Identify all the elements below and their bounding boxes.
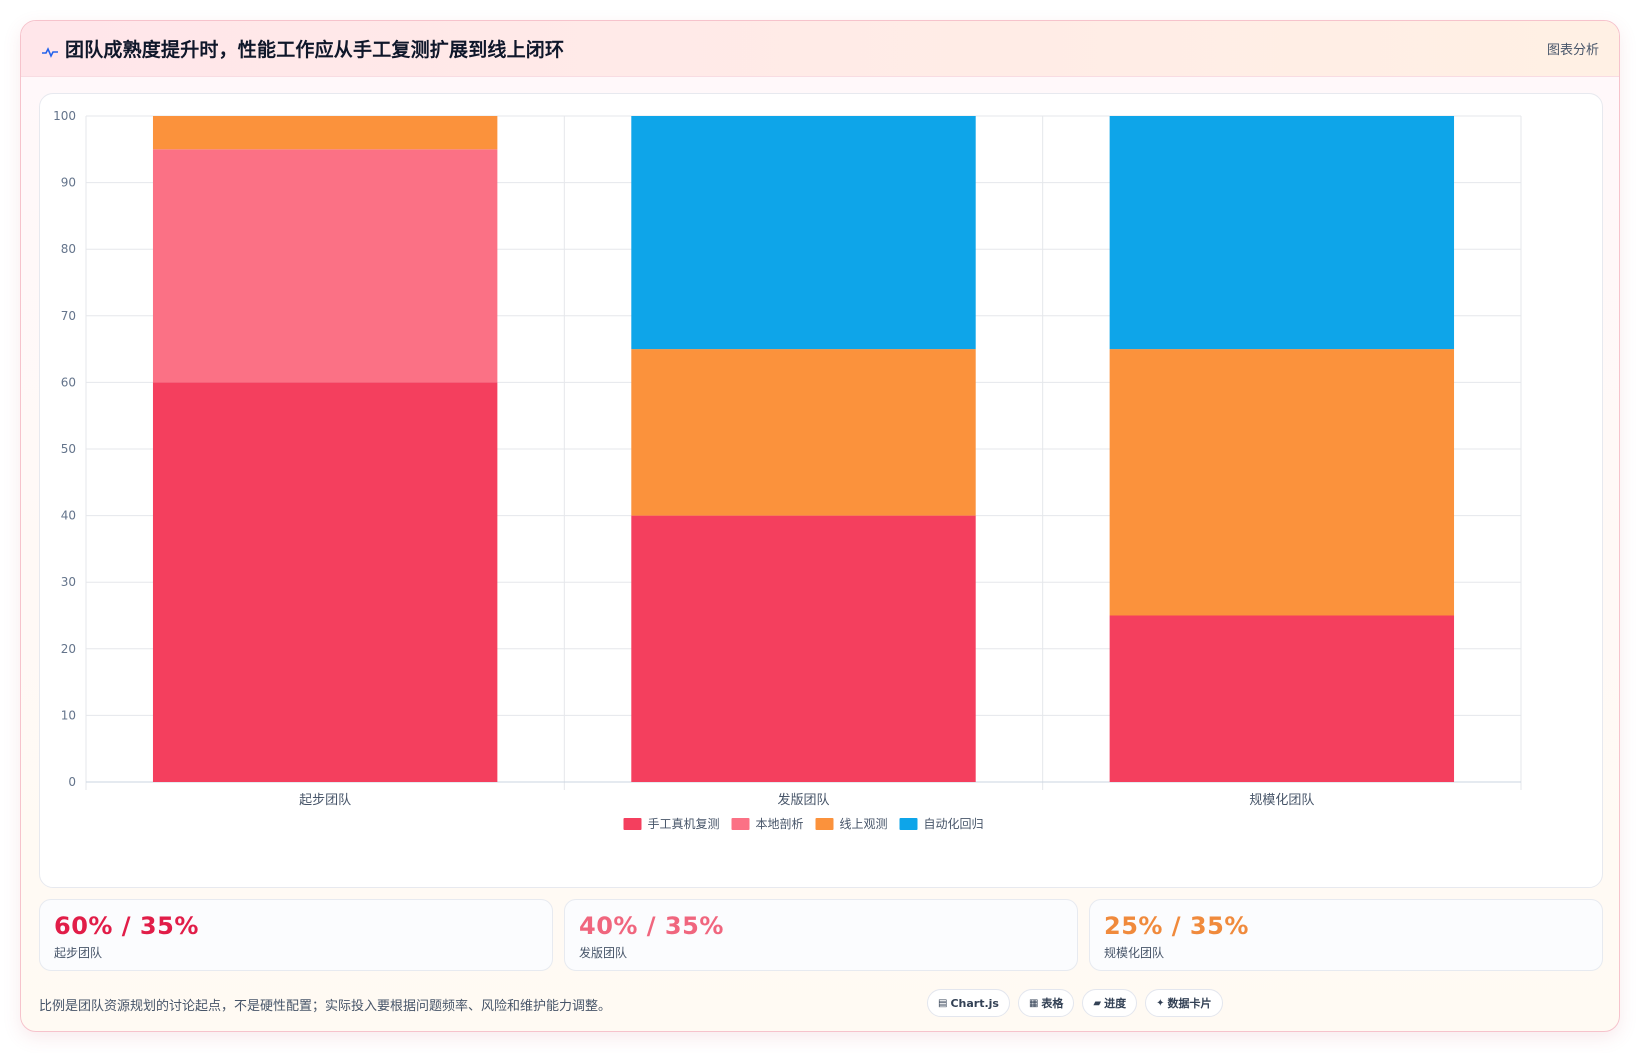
bar-segment bbox=[631, 116, 976, 350]
chip-label: 表格 bbox=[1041, 997, 1064, 1010]
stat-card-release: 40% / 35% 发版团队 bbox=[564, 899, 1078, 971]
legend-swatch bbox=[815, 818, 834, 830]
chip-label: 数据卡片 bbox=[1167, 997, 1212, 1010]
card-header: 团队成熟度提升时，性能工作应从手工复测扩展到线上闭环 图表分析 bbox=[21, 21, 1619, 77]
stat-value: 60% / 35% bbox=[54, 912, 199, 940]
pulse-icon bbox=[41, 43, 59, 58]
progress-icon: ▰ bbox=[1093, 997, 1102, 1009]
y-tick-label: 60 bbox=[61, 375, 76, 389]
legend-label: 自动化回归 bbox=[924, 817, 984, 831]
y-tick-label: 0 bbox=[68, 775, 76, 789]
y-tick-label: 20 bbox=[61, 642, 76, 656]
sparkle-icon: ✦ bbox=[1156, 997, 1165, 1009]
bar-segment bbox=[1109, 349, 1455, 616]
category-label: 发版团队 bbox=[777, 792, 829, 808]
bar-segment bbox=[1109, 116, 1455, 350]
bar-segment bbox=[631, 349, 976, 516]
bar-segment bbox=[631, 515, 976, 782]
bar-segment bbox=[152, 149, 498, 383]
bar-segment bbox=[152, 116, 498, 150]
chart-card: 团队成熟度提升时，性能工作应从手工复测扩展到线上闭环 图表分析 0 10 20 30 4… bbox=[20, 20, 1620, 1032]
legend-label: 本地剖析 bbox=[756, 817, 804, 831]
chip-progress[interactable]: ▰ 进度 bbox=[1082, 989, 1138, 1017]
page-title: 团队成熟度提升时，性能工作应从手工复测扩展到线上闭环 bbox=[65, 39, 565, 61]
chip-data-card[interactable]: ✦ 数据卡片 bbox=[1145, 989, 1223, 1017]
y-tick-label: 70 bbox=[61, 309, 76, 323]
chart-icon: ▤ bbox=[938, 997, 948, 1009]
stacked-bar-chart: 0 10 20 30 40 50 60 70 80 90 100 起步团队 发版团队 规模化团队手工真机复… bbox=[53, 109, 1522, 831]
y-tick-label: 50 bbox=[61, 442, 76, 456]
stat-row: 60% / 35% 起步团队 40% / 35% 发版团队 25% / 35% … bbox=[39, 899, 1603, 971]
legend-swatch bbox=[731, 818, 750, 830]
stat-card-scale: 25% / 35% 规模化团队 bbox=[1089, 899, 1603, 971]
legend-label: 手工真机复测 bbox=[648, 817, 720, 831]
stat-card-starter: 60% / 35% 起步团队 bbox=[39, 899, 553, 971]
chip-table[interactable]: ▦ 表格 bbox=[1017, 989, 1075, 1017]
bar-segment bbox=[152, 382, 498, 782]
y-tick-label: 100 bbox=[53, 109, 76, 123]
footer: 比例是团队资源规划的讨论起点，不是硬性配置；实际投入要根据问题频率、风险和维护能… bbox=[39, 987, 1603, 1021]
y-tick-label: 90 bbox=[61, 176, 76, 190]
bar-segment bbox=[1109, 615, 1455, 782]
header-tag: 图表分析 bbox=[1546, 43, 1599, 58]
chart-panel: 0 10 20 30 40 50 60 70 80 90 100 起步团队 发版团队 规模化团队手工真机复… bbox=[39, 93, 1603, 888]
table-icon: ▦ bbox=[1028, 997, 1039, 1009]
legend-label: 线上观测 bbox=[840, 817, 888, 831]
stat-label: 规模化团队 bbox=[1104, 946, 1165, 960]
chip-chartjs[interactable]: ▤ Chart.js bbox=[927, 989, 1010, 1017]
chip-group: ▤ Chart.js ▦ 表格 ▰ 进度 ✦ 数据卡片 bbox=[927, 989, 1231, 1017]
header-left: 团队成熟度提升时，性能工作应从手工复测扩展到线上闭环 bbox=[41, 35, 564, 62]
stat-value: 25% / 35% bbox=[1104, 912, 1249, 940]
legend-swatch bbox=[623, 818, 642, 830]
y-tick-label: 10 bbox=[61, 708, 76, 722]
chip-label: 进度 bbox=[1104, 997, 1127, 1010]
category-label: 规模化团队 bbox=[1249, 793, 1314, 808]
y-tick-label: 40 bbox=[61, 509, 76, 523]
category-label: 起步团队 bbox=[299, 793, 351, 808]
stat-value: 40% / 35% bbox=[579, 912, 724, 940]
footnote: 比例是团队资源规划的讨论起点，不是硬性配置；实际投入要根据问题频率、风险和维护能… bbox=[39, 999, 612, 1014]
stat-label: 发版团队 bbox=[579, 946, 628, 960]
chip-label: Chart.js bbox=[950, 996, 999, 1010]
y-tick-label: 80 bbox=[61, 242, 76, 256]
stat-label: 起步团队 bbox=[54, 946, 103, 960]
legend-swatch bbox=[899, 818, 918, 830]
y-tick-label: 30 bbox=[61, 575, 76, 589]
